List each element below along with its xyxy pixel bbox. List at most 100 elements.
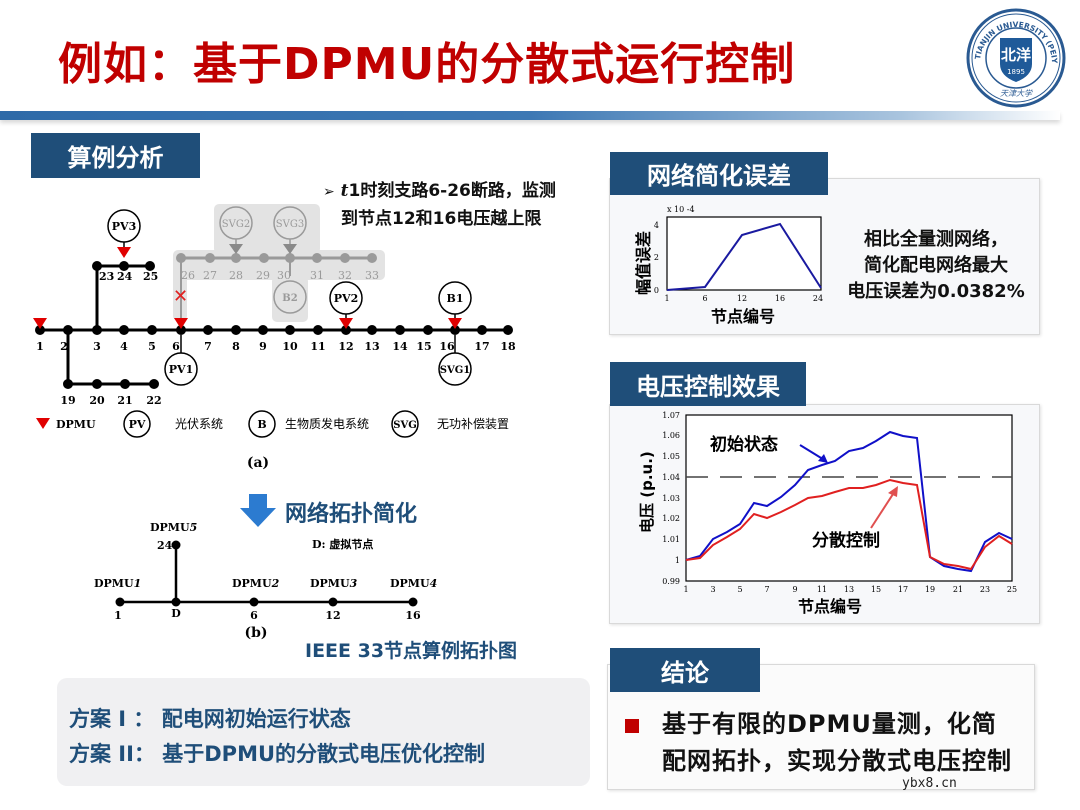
svg-text:24: 24 [117,270,133,283]
svg-text:17: 17 [898,585,908,594]
svg-text:1895: 1895 [1007,68,1025,76]
university-seal-icon: TIANJIN UNIVERSITY (PEIYANG UNIVERSITY) … [962,1,1066,108]
scheme-2: 方案 II： 基于DPMU的分散式电压优化控制 [69,742,486,766]
svg-text:(a): (a) [247,455,269,471]
svg-text:33: 33 [365,269,379,282]
schemes-box: 方案 I ： 配电网初始运行状态 方案 II： 基于DPMU的分散式电压优化控制 [57,678,590,786]
svg-text:8: 8 [232,340,240,353]
svg-text:1: 1 [675,556,680,565]
page-title: 例如：基于DPMU的分散式运行控制 [58,39,796,90]
svg-text:29: 29 [256,269,270,282]
svg-text:12: 12 [737,294,747,303]
svg-text:B: B [257,418,266,431]
svg-text:DPMU2: DPMU2 [232,577,280,590]
svg-text:6: 6 [702,294,707,303]
svg-text:28: 28 [229,269,243,282]
svg-text:12: 12 [325,609,340,622]
fault-callout: ➢ t1时刻支路6-26断路，监测 到节点12和16电压越上限 [323,181,556,229]
svg-text:24: 24 [157,539,173,552]
svg-text:12: 12 [338,340,353,353]
arrow-icon [888,486,898,497]
svg-text:9: 9 [259,340,267,353]
svg-text:天津大学: 天津大学 [1000,89,1033,98]
svg-text:16: 16 [439,340,455,353]
error-series-line [666,222,822,291]
svg-text:SVG2: SVG2 [222,219,250,230]
svg-text:1.07: 1.07 [662,411,680,420]
svg-text:初始状态: 初始状态 [710,434,778,455]
svg-text:生物质发电系统: 生物质发电系统 [285,416,369,431]
svg-text:25: 25 [143,270,158,283]
svg-text:20: 20 [89,394,105,407]
svg-text:DPMU4: DPMU4 [390,577,437,590]
line-break-x-icon: ✕ [173,286,188,307]
distributed-control-line [685,478,1013,571]
section-title-voltage-control: 电压控制效果 [610,362,806,406]
ieee33-topology-diagram-a: 26 27 28 29 30 31 32 33 SVG2 SVG3 B2 ✕ 2… [33,204,516,471]
simplified-topology-diagram-b: DPMU1 DPMU2 DPMU3 DPMU4 DPMU5 24 1 D 6 1… [94,521,437,641]
svg-text:SVG3: SVG3 [276,219,304,230]
svg-text:13: 13 [844,585,854,594]
svg-text:7: 7 [764,585,769,594]
section-title-simplification-error: 网络简化误差 [610,152,828,195]
svg-text:DPMU: DPMU [56,418,96,431]
svg-text:3: 3 [93,340,101,353]
svg-text:21: 21 [953,585,963,594]
initial-state-line [685,430,1013,573]
svg-text:27: 27 [203,269,217,282]
error-chart: x 10 -4 0 2 4 1 6 12 16 24 幅值误差 节点编号 [634,205,823,326]
svg-text:31: 31 [310,269,324,282]
svg-text:18: 18 [500,340,516,353]
svg-text:1.06: 1.06 [662,431,680,440]
svg-text:4: 4 [120,340,128,353]
svg-text:D: D [171,607,181,620]
svg-text:9: 9 [792,585,797,594]
svg-text:x 10 -4: x 10 -4 [667,205,695,214]
svg-text:15: 15 [871,585,881,594]
svg-text:DPMU3: DPMU3 [310,577,358,590]
svg-text:分散控制: 分散控制 [812,530,880,551]
svg-text:B1: B1 [447,292,464,305]
svg-text:B2: B2 [282,293,297,304]
svg-text:2: 2 [654,253,659,262]
svg-text:23: 23 [99,270,114,283]
section-title-conclusion: 结论 [610,648,760,692]
svg-text:1: 1 [36,340,44,353]
svg-text:1.03: 1.03 [662,494,680,503]
svg-text:24: 24 [813,294,823,303]
svg-text:7: 7 [204,340,212,353]
svg-text:(b): (b) [244,625,267,641]
svg-text:1.01: 1.01 [662,535,680,544]
arrow-icon [818,454,828,463]
watermark: ybx8.cn [902,776,957,791]
svg-text:1: 1 [664,294,669,303]
svg-text:19: 19 [925,585,935,594]
svg-text:2: 2 [60,340,68,353]
svg-text:10: 10 [282,340,298,353]
section-title-example-analysis: 算例分析 [31,133,200,178]
svg-text:D: 虚拟节点: D: 虚拟节点 [312,537,373,551]
voltage-chart: 0.99 1 1.01 1.02 1.03 1.04 1.05 1.06 1.0… [638,411,1017,616]
svg-text:0.99: 0.99 [662,577,680,586]
svg-text:23: 23 [980,585,990,594]
svg-text:21: 21 [117,394,132,407]
svg-text:节点编号: 节点编号 [798,597,862,616]
conclusion-text: 基于有限的DPMU量测，化简 配网拓扑，实现分散式电压控制 [662,710,1012,775]
svg-text:DPMU1: DPMU1 [94,577,141,590]
svg-text:11: 11 [310,340,325,353]
svg-text:1.04: 1.04 [662,473,680,482]
svg-text:SVG: SVG [393,420,417,431]
svg-text:25: 25 [1007,585,1017,594]
svg-text:DPMU5: DPMU5 [150,521,197,534]
svg-text:16: 16 [775,294,785,303]
svg-text:13: 13 [364,340,379,353]
dpmu-legend-icon [36,418,50,429]
svg-text:32: 32 [338,269,352,282]
header-divider [0,111,1060,120]
svg-text:14: 14 [392,340,408,353]
scheme-1: 方案 I ： 配电网初始运行状态 [69,707,351,731]
svg-text:北洋: 北洋 [1001,46,1031,64]
svg-text:15: 15 [416,340,431,353]
svg-text:1: 1 [683,585,688,594]
svg-text:PV: PV [129,418,146,431]
